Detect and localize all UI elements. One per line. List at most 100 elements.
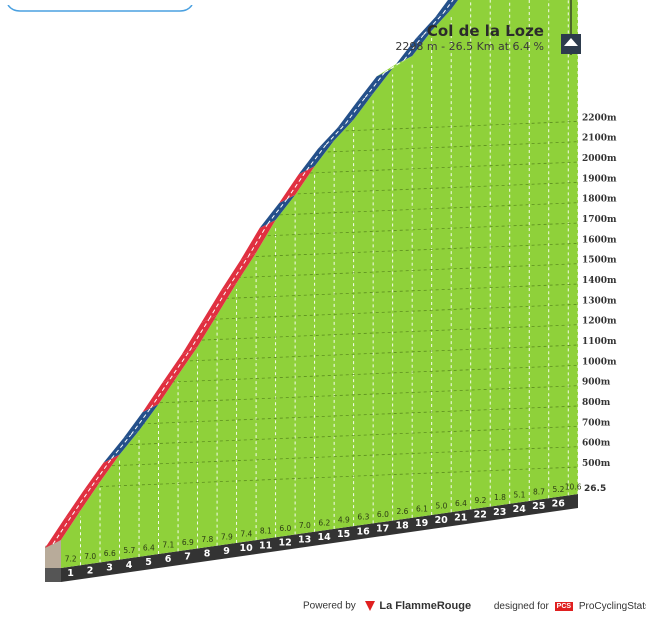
road-centerline xyxy=(150,378,171,409)
road-centerline xyxy=(286,169,308,200)
km-label: 12 xyxy=(278,537,291,548)
gradient-label: 9.2 xyxy=(474,496,486,505)
km-label: 2 xyxy=(87,565,94,576)
gradient-label: 1.8 xyxy=(494,493,506,502)
y-tick-label: 2200m xyxy=(582,113,617,123)
km-label: 24 xyxy=(513,504,527,515)
gradient-label: 2.6 xyxy=(396,507,408,516)
gradient-label: 7.2 xyxy=(65,555,77,564)
profile-area xyxy=(61,0,578,568)
gradient-label: 7.4 xyxy=(240,529,252,538)
gradient-label: 7.0 xyxy=(299,521,311,530)
gradient-label: 6.9 xyxy=(182,538,194,547)
hc-badge-label: HC xyxy=(566,46,576,53)
flamme-rouge-logo-icon xyxy=(364,601,375,611)
x-axis-km-labels: 1 2 3 4 5 6 7 8 9 10 11 12 13 14 15 16 17 18 19 20 21 22 23 24 2… xyxy=(67,484,606,579)
road-centerline xyxy=(364,72,386,98)
gradient-label: 7.1 xyxy=(162,541,174,550)
km-label: 1 xyxy=(67,568,74,579)
km-gridlines xyxy=(80,0,579,566)
y-tick-label: 500m xyxy=(582,459,611,469)
km-label: 25 xyxy=(532,501,545,512)
road-centerline xyxy=(384,59,405,73)
summit-marker: HC xyxy=(561,0,581,55)
km-label: 26.5 xyxy=(584,484,606,494)
gradient-label: 8.7 xyxy=(533,488,545,497)
gradient-label: 6.3 xyxy=(357,513,369,522)
gradient-label: 7.8 xyxy=(201,535,213,544)
km-label: 15 xyxy=(337,529,350,540)
km-label: 23 xyxy=(493,507,506,518)
road-centerline xyxy=(306,144,327,171)
profile-side-wall xyxy=(45,540,61,568)
top-corner-artifact xyxy=(0,0,200,12)
gradient-segment xyxy=(181,315,218,355)
gradient-label: 5.0 xyxy=(435,502,447,511)
y-axis-ticks: 500m 600m 700m 800m 900m 1000m 1100m 1200m 1300m… xyxy=(582,113,617,469)
road-centerline xyxy=(72,485,93,515)
gradient-label: 5.7 xyxy=(123,546,135,555)
mountain-icon xyxy=(564,38,578,46)
y-tick-label: 900m xyxy=(582,378,611,388)
km-label: 7 xyxy=(184,551,191,562)
y-tick-label: 1600m xyxy=(582,235,617,245)
y-tick-label: 800m xyxy=(582,398,611,408)
road-centerline xyxy=(111,434,132,459)
y-tick-label: 2100m xyxy=(582,134,617,144)
km-label: 3 xyxy=(106,563,113,574)
km-label: 19 xyxy=(415,518,428,529)
gradient-label: 5.1 xyxy=(514,490,526,499)
road-centerline xyxy=(403,34,425,61)
y-tick-label: 700m xyxy=(582,418,611,428)
y-tick-label: 1500m xyxy=(582,256,617,266)
km-label: 8 xyxy=(204,549,211,560)
y-tick-label: 1800m xyxy=(582,195,617,205)
profile-base xyxy=(45,494,578,582)
y-tick-label: 1300m xyxy=(582,296,617,306)
gradient-label: 10.6 xyxy=(565,483,582,492)
km-label: 10 xyxy=(239,543,253,554)
km-label: 26 xyxy=(552,498,566,509)
km-label: 11 xyxy=(259,540,272,551)
profile-body xyxy=(45,0,578,568)
climb-header: Col de la Loze 2298 m - 26.5 Km at 6.4 % xyxy=(395,22,544,54)
y-tick-label: 1900m xyxy=(582,174,617,184)
km-label: 16 xyxy=(357,526,371,537)
y-tick-label: 2000m xyxy=(582,154,617,164)
gradient-label: 8.1 xyxy=(260,527,272,536)
y-tick-label: 1000m xyxy=(582,357,617,367)
y-tick-label: 1100m xyxy=(582,337,617,347)
road-centerline xyxy=(267,198,288,225)
pcs-logo-icon: PCS xyxy=(554,601,574,611)
gradient-label: 7.9 xyxy=(221,532,233,541)
y-tick-label: 1200m xyxy=(582,317,617,327)
km-label: 4 xyxy=(126,560,133,571)
road-centerline xyxy=(169,350,190,380)
road-centerline xyxy=(423,12,444,35)
km-label: 9 xyxy=(223,546,230,557)
designed-for-text: designed for xyxy=(493,600,549,612)
gradient-label: 4.9 xyxy=(338,516,350,525)
road-centerline xyxy=(442,0,454,14)
road-centerline xyxy=(91,458,112,487)
km-base-strip xyxy=(61,494,578,582)
km-label: 14 xyxy=(318,532,332,543)
road-centerline xyxy=(345,97,366,124)
gradient-label: 6.4 xyxy=(143,543,155,552)
km-label: 21 xyxy=(454,512,467,523)
km-label: 5 xyxy=(145,557,152,568)
flamme-rouge-brand: La FlammeRouge xyxy=(379,600,472,612)
y-tick-label: 600m xyxy=(582,439,611,449)
gradient-label: 6.2 xyxy=(318,518,330,527)
climb-title: Col de la Loze xyxy=(426,22,544,40)
km-label: 6 xyxy=(165,554,172,565)
gradient-segment xyxy=(435,0,459,18)
gradient-band xyxy=(45,0,459,548)
km-label: 17 xyxy=(376,524,389,535)
powered-by-text: Powered by xyxy=(303,600,356,612)
gradient-label: 5.2 xyxy=(553,485,565,494)
climb-subtitle: 2298 m - 26.5 Km at 6.4 % xyxy=(395,40,544,53)
road-centerline xyxy=(228,256,249,288)
base-side xyxy=(45,568,61,582)
